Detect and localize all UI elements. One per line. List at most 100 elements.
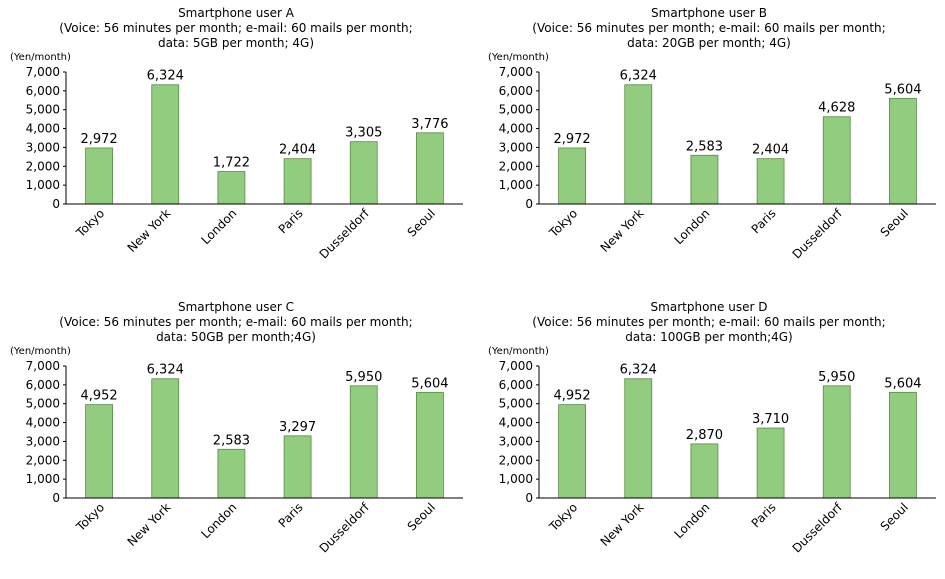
bar-chart-svg: 0 1,000 2,000 3,000 4,000 5,000 6,000 7,000 4,95… xyxy=(499,359,936,556)
chart-title: Smartphone user A (Voice: 56 minutes per… xyxy=(0,6,472,51)
x-tick-label: Dusseldorf xyxy=(317,500,373,556)
y-axis-label: (Yen/month) xyxy=(10,346,71,357)
y-tick-label: 6,000 xyxy=(26,378,60,392)
data-label: 5,604 xyxy=(884,376,921,391)
bar xyxy=(349,385,378,499)
y-tick-label: 4,000 xyxy=(26,416,60,430)
chart-panel-user-a: Smartphone user A (Voice: 56 minutes per… xyxy=(0,0,472,285)
y-tick-label: 7,000 xyxy=(499,359,533,373)
x-tick-label: London xyxy=(672,500,713,541)
chart-subtitle-line-1: (Voice: 56 minutes per month; e-mail: 60… xyxy=(532,315,886,329)
y-tick-label: 6,000 xyxy=(26,84,60,98)
y-tick-label: 0 xyxy=(52,197,60,211)
bar xyxy=(822,385,851,499)
y-tick-label: 7,000 xyxy=(26,65,60,79)
y-axis-label: (Yen/month) xyxy=(488,52,549,63)
chart-subtitle-line-1: (Voice: 56 minutes per month; e-mail: 60… xyxy=(59,21,413,35)
y-tick-label: 7,000 xyxy=(26,359,60,373)
y-axis-label: (Yen/month) xyxy=(488,346,549,357)
data-label: 4,628 xyxy=(818,101,855,116)
chart-panel-user-b: Smartphone user B (Voice: 56 minutes per… xyxy=(473,0,945,285)
x-tick-label: London xyxy=(199,500,240,541)
data-label: 5,604 xyxy=(411,376,448,391)
chart-title: Smartphone user D (Voice: 56 minutes per… xyxy=(473,300,945,345)
bar xyxy=(283,158,312,205)
data-label: 2,972 xyxy=(553,132,590,147)
chart-subtitle-line-2: data: 50GB per month;4G) xyxy=(156,330,316,344)
y-tick-label: 4,000 xyxy=(499,416,533,430)
bar xyxy=(558,147,586,205)
y-tick-label: 6,000 xyxy=(499,84,533,98)
chart-title-line: Smartphone user D xyxy=(650,300,768,314)
bar xyxy=(756,427,785,499)
data-label: 2,404 xyxy=(279,143,316,158)
chart-panel-user-d: Smartphone user D (Voice: 56 minutes per… xyxy=(473,294,945,579)
y-tick-label: 1,000 xyxy=(26,472,60,486)
data-label: 3,297 xyxy=(279,420,316,435)
bar xyxy=(889,97,917,205)
bar xyxy=(217,171,246,205)
y-tick-label: 0 xyxy=(52,491,60,505)
x-tick-label: Dusseldorf xyxy=(790,500,846,556)
bar-chart-svg: 0 1,000 2,000 3,000 4,000 5,000 6,000 7,000 2,97… xyxy=(26,65,463,262)
data-label: 6,324 xyxy=(620,363,657,378)
data-label: 6,324 xyxy=(147,363,184,378)
bar xyxy=(217,448,246,499)
data-label: 5,950 xyxy=(818,370,855,385)
y-axis-label: (Yen/month) xyxy=(10,52,71,63)
y-tick-label: 3,000 xyxy=(26,140,60,154)
x-tick-label: New York xyxy=(125,206,174,255)
y-tick-label: 2,000 xyxy=(26,159,60,173)
bar xyxy=(349,141,378,205)
x-tick-label: Dusseldorf xyxy=(790,206,846,262)
chart-subtitle-line-2: data: 5GB per month; 4G) xyxy=(157,36,315,50)
chart-title-line: Smartphone user A xyxy=(178,6,294,20)
chart-title: Smartphone user B (Voice: 56 minutes per… xyxy=(473,6,945,51)
x-tick-label: London xyxy=(672,206,713,247)
bar xyxy=(822,116,851,205)
x-tick-label: Seoul xyxy=(405,206,438,239)
data-label: 2,583 xyxy=(686,139,723,154)
data-label: 2,404 xyxy=(752,143,789,158)
x-tick-label: New York xyxy=(125,500,174,549)
x-tick-label: Tokyo xyxy=(546,500,580,534)
chart-title-line: Smartphone user B xyxy=(651,6,767,20)
y-tick-label: 5,000 xyxy=(26,103,60,117)
bar xyxy=(690,443,719,499)
y-tick-label: 3,000 xyxy=(499,140,533,154)
data-label: 1,722 xyxy=(213,156,250,171)
x-tick-label: Tokyo xyxy=(73,500,107,534)
bar xyxy=(558,404,586,499)
bar xyxy=(690,154,719,205)
y-tick-label: 1,000 xyxy=(26,178,60,192)
y-tick-label: 3,000 xyxy=(26,434,60,448)
x-tick-label: London xyxy=(199,206,240,247)
data-label: 4,952 xyxy=(553,389,590,404)
bar xyxy=(151,84,180,205)
data-label: 4,952 xyxy=(80,389,117,404)
data-label: 5,950 xyxy=(345,370,382,385)
chart-panel-user-c: Smartphone user C (Voice: 56 minutes per… xyxy=(0,294,472,579)
bar xyxy=(624,378,653,499)
y-tick-label: 1,000 xyxy=(499,178,533,192)
x-tick-label: Paris xyxy=(276,500,306,530)
y-tick-label: 1,000 xyxy=(499,472,533,486)
data-label: 3,710 xyxy=(752,412,789,427)
y-tick-label: 2,000 xyxy=(26,453,60,467)
data-label: 2,870 xyxy=(686,428,723,443)
bar-chart-svg: 0 1,000 2,000 3,000 4,000 5,000 6,000 7,000 2,97… xyxy=(499,65,936,262)
data-label: 5,604 xyxy=(884,82,921,97)
bar xyxy=(151,378,180,499)
y-tick-label: 7,000 xyxy=(499,65,533,79)
bar xyxy=(889,391,917,499)
x-tick-label: Seoul xyxy=(405,500,438,533)
chart-title-line: Smartphone user C xyxy=(177,300,295,314)
y-tick-label: 5,000 xyxy=(499,397,533,411)
x-tick-label: Paris xyxy=(276,206,306,236)
y-tick-label: 6,000 xyxy=(499,378,533,392)
y-tick-label: 0 xyxy=(525,491,533,505)
chart-subtitle-line-2: data: 100GB per month;4G) xyxy=(625,330,793,344)
x-tick-label: Dusseldorf xyxy=(317,206,373,262)
bar xyxy=(416,132,444,205)
chart-title: Smartphone user C (Voice: 56 minutes per… xyxy=(0,300,472,345)
